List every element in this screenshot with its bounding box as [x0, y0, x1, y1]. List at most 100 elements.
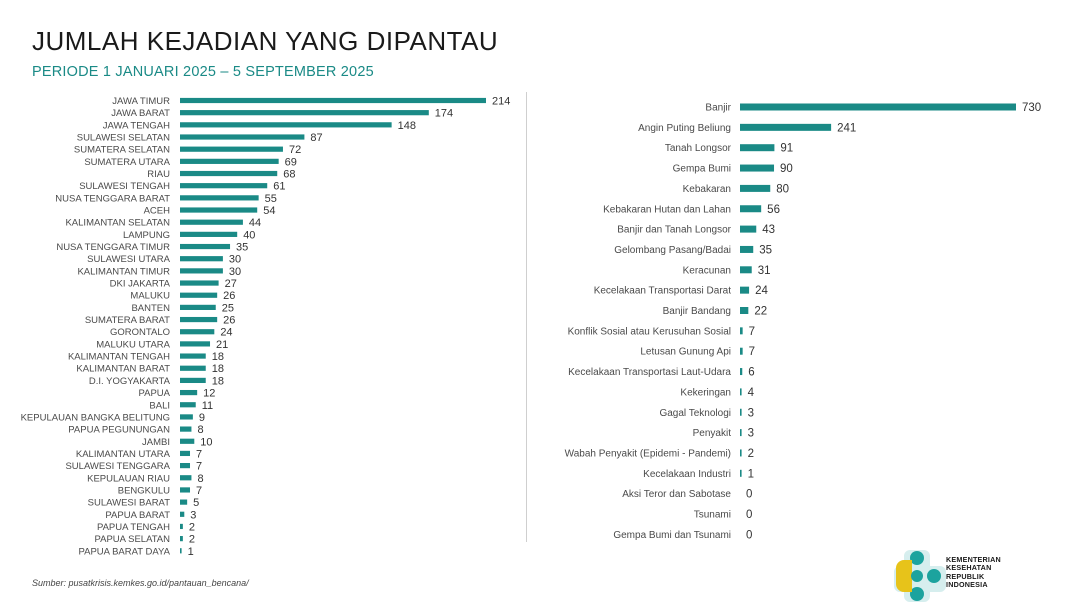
province-papua-selatan-label: PAPUA SELATAN [95, 534, 171, 545]
event-kebakaran-hutan-dan-lahan-value: 56 [767, 204, 780, 216]
page-title: JUMLAH KEJADIAN YANG DIPANTAU [32, 26, 499, 56]
province-sulawesi-tenggara-label: SULAWESI TENGGARA [65, 461, 170, 472]
province-papua-label: PAPUA [138, 388, 170, 399]
event-kecelakaan-transportasi-laut-udara-bar [740, 368, 743, 376]
province-jawa-timur-bar [180, 97, 486, 104]
event-kecelakaan-transportasi-darat-value: 24 [755, 285, 768, 297]
province-nusa-tenggara-barat-bar [180, 195, 259, 201]
event-kebakaran-hutan-dan-lahan-bar [740, 205, 762, 213]
province-sumatera-barat-value: 26 [223, 315, 235, 327]
province-riau-value: 68 [283, 169, 295, 181]
event-kekeringan-label: Kekeringan [680, 387, 731, 398]
province-bali-bar [180, 402, 196, 408]
province-sulawesi-selatan-value: 87 [310, 132, 322, 144]
event-gagal-teknologi-value: 3 [748, 407, 754, 419]
province-bali-value: 11 [202, 400, 213, 412]
province-sulawesi-utara-value: 30 [229, 254, 241, 266]
logo-line-4: INDONESIA [946, 579, 988, 589]
event-aksi-teror-dan-sabotase-label: Aksi Teror dan Sabotase [622, 489, 731, 500]
province-sulawesi-tengah-bar [180, 183, 268, 189]
event-banjir-dan-tanah-longsor-label: Banjir dan Tanah Longsor [617, 225, 731, 236]
province-dki-jakarta-value: 27 [225, 278, 237, 290]
province-aceh-bar [180, 207, 258, 213]
province-kepulauan-bangka-belitung-label: KEPULAUAN BANGKA BELITUNG [21, 412, 170, 423]
province-jawa-barat-value: 174 [435, 108, 453, 120]
province-papua-barat-daya-label: PAPUA BARAT DAYA [78, 546, 170, 557]
province-banten-value: 25 [222, 302, 234, 314]
province-papua-barat-bar [180, 511, 185, 517]
province-sumatera-selatan-label: SUMATERA SELATAN [74, 145, 170, 156]
province-nusa-tenggara-barat-label: NUSA TENGGARA BARAT [55, 193, 170, 204]
province-jawa-timur-value: 214 [492, 96, 510, 108]
province-papua-pegunungan-bar [180, 426, 192, 432]
province-maluku-value: 26 [223, 290, 235, 302]
province-maluku-bar [180, 292, 218, 298]
province-kalimantan-selatan-label: KALIMANTAN SELATAN [65, 218, 170, 229]
event-kebakaran-bar [740, 184, 771, 192]
event-banjir-dan-tanah-longsor-value: 43 [762, 224, 775, 236]
logo-line-1: KEMENTERIAN [946, 555, 1001, 564]
province-papua-tengah-label: PAPUA TENGAH [97, 522, 170, 533]
event-banjir-dan-tanah-longsor-bar [740, 225, 757, 233]
event-banjir-bandang-bar [740, 307, 749, 314]
province-dki-jakarta-label: DKI JAKARTA [110, 279, 171, 290]
province-sumatera-barat-bar [180, 316, 218, 323]
province-gorontalo-value: 24 [220, 327, 232, 339]
event-gempa-bumi-dan-tsunami-value: 0 [746, 529, 752, 541]
province-papua-selatan-bar [180, 536, 183, 542]
event-kebakaran-value: 80 [776, 183, 789, 195]
province-sulawesi-selatan-bar [180, 134, 305, 140]
province-jawa-tengah-label: JAWA TENGAH [103, 120, 170, 131]
event-konflik-sosial-atau-kerusuhan-sosial-bar [740, 327, 743, 335]
event-kecelakaan-transportasi-darat-label: Kecelakaan Transportasi Darat [594, 286, 732, 297]
province-kalimantan-utara-bar [180, 450, 191, 457]
event-wabah-penyakit-epidemi-pandemi-label: Wabah Penyakit (Epidemi - Pandemi) [565, 448, 731, 459]
chart-divider [526, 92, 527, 542]
event-kebakaran-label: Kebakaran [683, 184, 731, 195]
event-tanah-longsor-value: 91 [780, 143, 793, 155]
province-kalimantan-selatan-value: 44 [249, 217, 261, 229]
province-nusa-tenggara-timur-bar [180, 243, 231, 250]
event-keracunan-label: Keracunan [683, 265, 731, 276]
province-riau-bar [180, 170, 278, 177]
province-d-i-yogyakarta-label: D.I. YOGYAKARTA [89, 376, 171, 387]
province-d-i-yogyakarta-value: 18 [212, 375, 224, 387]
province-maluku-label: MALUKU [130, 291, 170, 302]
province-papua-value: 12 [203, 388, 215, 400]
event-angin-puting-beliung-label: Angin Puting Beliung [638, 123, 731, 134]
logo-line-3: REPUBLIK [946, 571, 985, 581]
province-papua-tengah-bar [180, 523, 183, 530]
event-gelombang-pasang-badai-label: Gelombang Pasang/Badai [614, 245, 731, 256]
province-sumatera-selatan-value: 72 [289, 144, 301, 156]
event-kekeringan-bar [740, 388, 742, 396]
province-kalimantan-tengah-bar [180, 353, 206, 359]
province-nusa-tenggara-timur-label: NUSA TENGGARA TIMUR [56, 242, 170, 253]
province-banten-label: BANTEN [131, 303, 170, 314]
event-gempa-bumi-dan-tsunami-label: Gempa Bumi dan Tsunami [613, 530, 731, 541]
event-gempa-bumi-value: 90 [780, 163, 793, 175]
event-konflik-sosial-atau-kerusuhan-sosial-label: Konflik Sosial atau Kerusuhan Sosial [568, 326, 731, 337]
province-sulawesi-barat-value: 5 [193, 497, 199, 509]
event-penyakit-bar [740, 429, 742, 437]
province-kepulauan-riau-bar [180, 475, 192, 481]
event-kecelakaan-industri-label: Kecelakaan Industri [643, 469, 731, 480]
province-sulawesi-utara-bar [180, 256, 223, 262]
province-papua-bar [180, 389, 198, 396]
logo-line-2: KESEHATAN [946, 563, 992, 573]
province-jambi-bar [180, 438, 195, 444]
event-angin-puting-beliung-value: 241 [837, 122, 856, 134]
event-gagal-teknologi-label: Gagal Teknologi [659, 408, 731, 419]
province-jawa-barat-label: JAWA BARAT [111, 108, 170, 119]
province-maluku-utara-value: 21 [216, 339, 228, 351]
province-riau-label: RIAU [147, 169, 170, 180]
province-lampung-bar [180, 231, 238, 237]
event-kebakaran-hutan-dan-lahan-label: Kebakaran Hutan dan Lahan [603, 204, 731, 215]
province-kalimantan-timur-label: KALIMANTAN TIMUR [77, 266, 170, 277]
province-gorontalo-label: GORONTALO [110, 327, 170, 338]
province-papua-barat-label: PAPUA BARAT [105, 510, 170, 521]
province-aceh-value: 54 [263, 205, 275, 217]
province-kalimantan-barat-label: KALIMANTAN BARAT [76, 364, 170, 375]
province-papua-pegunungan-label: PAPUA PEGUNUNGAN [68, 425, 170, 436]
kemenkes-logo-icon [894, 550, 946, 602]
